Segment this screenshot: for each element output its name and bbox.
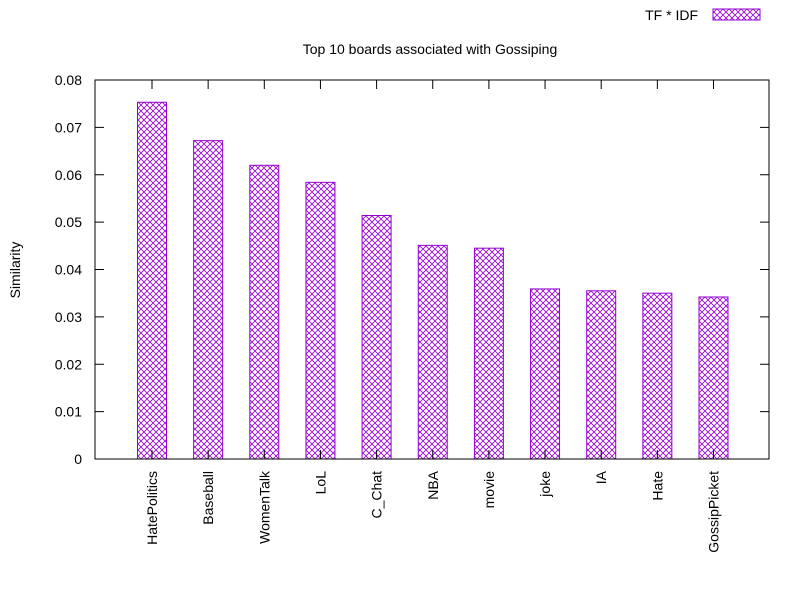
bars-group	[137, 101, 729, 460]
y-tick-label: 0.07	[55, 119, 82, 135]
x-tick-label-womentalk: WomenTalk	[256, 470, 272, 544]
bar-movie	[473, 247, 504, 460]
x-tick-label-gossippicket: GossipPicket	[706, 471, 722, 553]
bar-womentalk	[249, 164, 280, 460]
y-tick-label: 0.02	[55, 356, 82, 372]
bar-gossippicket	[698, 296, 729, 460]
x-tick-label-hate: Hate	[649, 471, 665, 501]
y-tick-label: 0.01	[55, 404, 82, 420]
y-tick-label: 0.04	[55, 262, 82, 278]
bar-joke	[530, 288, 561, 460]
bar-lol	[305, 181, 336, 460]
x-tick-label-movie: movie	[481, 471, 497, 509]
y-tick-label: 0.06	[55, 167, 82, 183]
x-tick-label-joke: joke	[537, 471, 553, 498]
y-tick-label: 0.05	[55, 214, 82, 230]
x-tick-label-ia: IA	[593, 470, 609, 484]
plot-frame	[94, 79, 770, 460]
legend-label-tf-idf: TF * IDF	[645, 7, 698, 23]
legend-swatch-tf-idf	[712, 8, 761, 21]
bar-hatepolitics	[137, 101, 167, 460]
y-tick-label: 0.08	[55, 72, 82, 88]
y-axis-label: Similarity	[7, 242, 23, 299]
bar-c-chat	[361, 214, 392, 460]
x-ticks-group: HatePolitics Baseball WomenTalk LoL C_Chat NB…	[144, 80, 722, 553]
bar-nba	[417, 244, 448, 460]
x-tick-label-baseball: Baseball	[200, 471, 216, 525]
y-ticks-group: 0 0.01 0.02 0.03 0.04 0.05 0.06 0.07 0.08	[55, 72, 769, 467]
x-tick-label-lol: LoL	[312, 471, 328, 495]
y-tick-label: 0	[74, 451, 82, 467]
x-tick-label-c-chat: C_Chat	[369, 471, 385, 519]
bar-ia	[586, 290, 617, 460]
y-tick-label: 0.03	[55, 309, 82, 325]
x-tick-label-nba: NBA	[425, 470, 441, 499]
chart-title: Top 10 boards associated with Gossiping	[303, 41, 557, 57]
bar-hate	[642, 292, 673, 460]
bar-baseball	[193, 140, 224, 460]
legend: TF * IDF	[645, 7, 761, 23]
x-tick-label-hatepolitics: HatePolitics	[144, 471, 160, 545]
